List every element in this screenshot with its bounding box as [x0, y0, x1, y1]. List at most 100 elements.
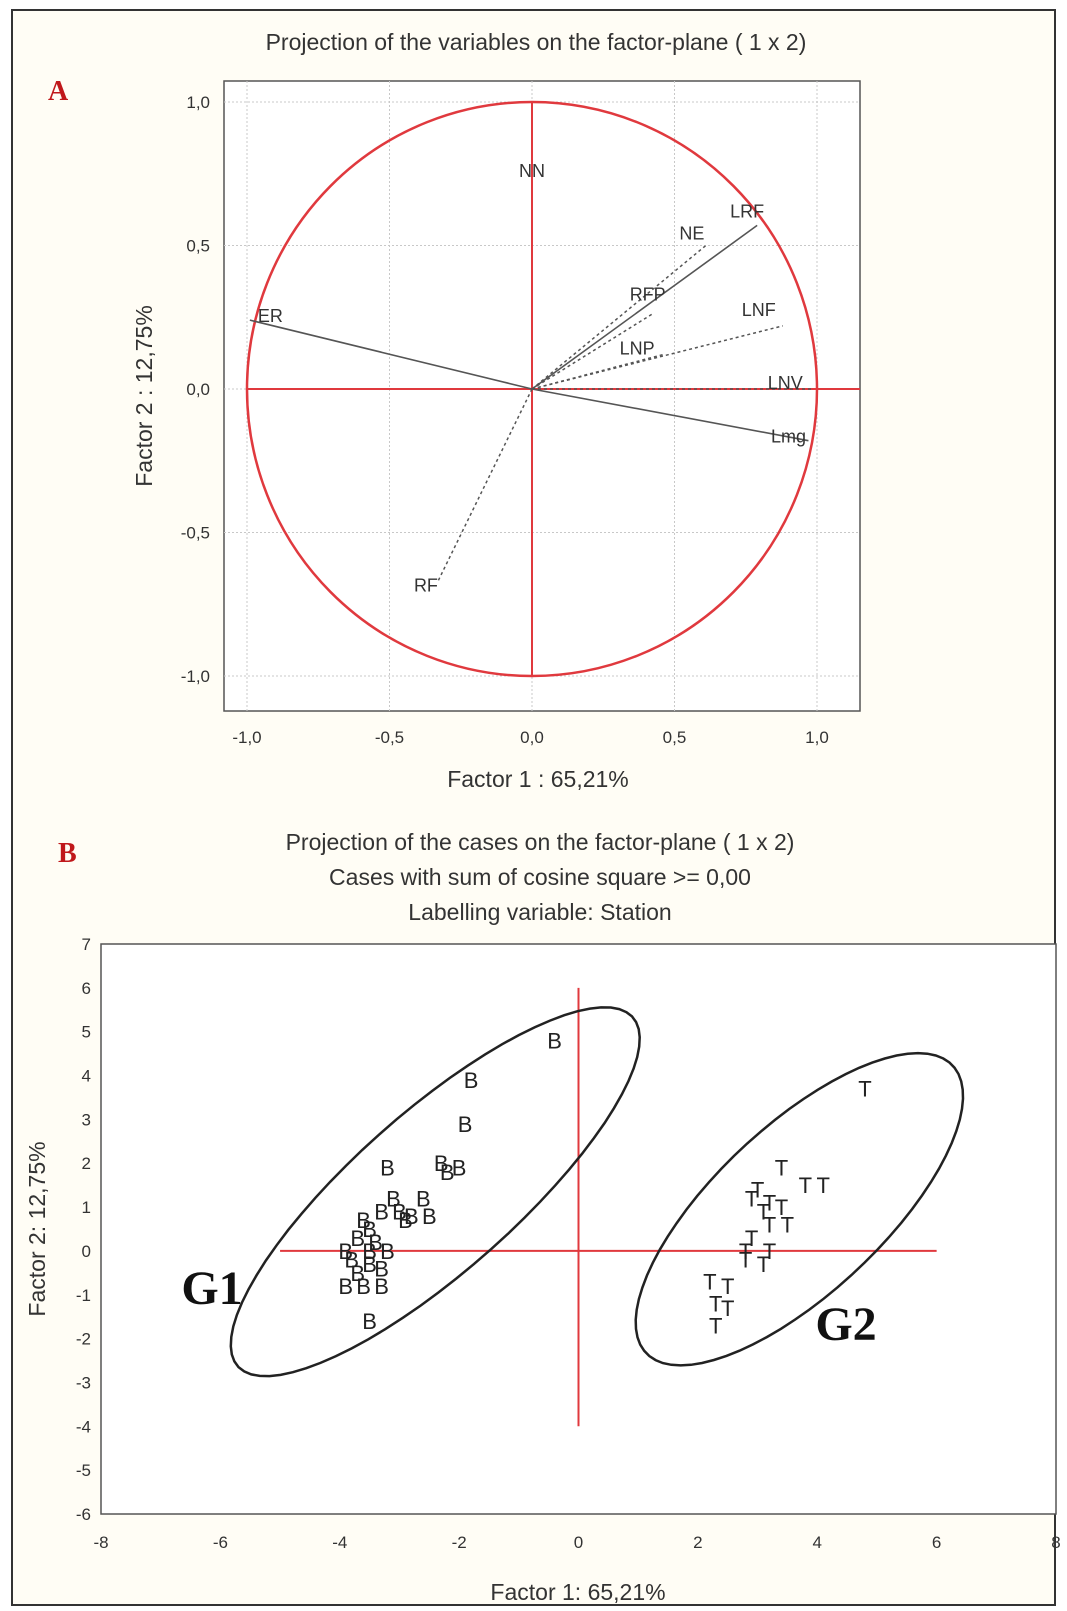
- panel-b-point-b-10: B: [392, 1199, 407, 1224]
- panel-b-point-b-3: B: [380, 1156, 395, 1181]
- panel-b-xtick-7: 6: [932, 1533, 941, 1552]
- panel-b-point-b-5: B: [452, 1156, 467, 1181]
- panel-b-x-ticks: -8 -6 -4 -2 0 2 4 6 8: [93, 1533, 1060, 1552]
- panel-a-xtick-2: 0,0: [520, 728, 544, 747]
- panel-b-point-b-1: B: [464, 1068, 479, 1093]
- panel-a-vector-lrf: [531, 224, 758, 390]
- panel-a-ytick-2: 0,0: [186, 380, 210, 399]
- panel-b-point-t-3: T: [799, 1173, 812, 1198]
- panel-b-group-label-g1: G1: [181, 1262, 242, 1315]
- panel-b-point-t-8: T: [757, 1199, 770, 1224]
- panel-b-xtick-4: 0: [574, 1533, 583, 1552]
- panel-a-ytick-4: -1,0: [181, 667, 210, 686]
- panel-b-xtick-5: 2: [693, 1533, 702, 1552]
- panel-b-subtitle-labelling: Labelling variable: Station: [408, 899, 671, 925]
- panel-b-y-axis-label: Factor 2: 12,75%: [24, 1141, 50, 1316]
- panel-b-point-t-19: T: [721, 1296, 734, 1321]
- panel-a-ytick-0: 1,0: [186, 93, 210, 112]
- panel-b-point-b-26: B: [356, 1274, 371, 1299]
- panel-a-xtick-4: 1,0: [805, 728, 829, 747]
- panel-b-title: Projection of the cases on the factor-pl…: [286, 829, 795, 855]
- panel-b-point-t-20: T: [709, 1313, 722, 1338]
- panel-b-point-b-20: B: [380, 1239, 395, 1264]
- panel-b-point-b-12: B: [422, 1204, 437, 1229]
- panel-b-ytick-9: -2: [76, 1330, 91, 1349]
- panel-b-point-b-13: B: [398, 1208, 413, 1233]
- panel-a-label-rf: RF: [414, 575, 438, 595]
- panel-a-label-ne: NE: [679, 224, 704, 244]
- panel-b-point-b-28: B: [362, 1309, 377, 1334]
- panel-b-point-t-15: T: [757, 1252, 770, 1277]
- panel-b-point-b-16: B: [350, 1226, 365, 1251]
- panel-b-point-b-11: B: [404, 1204, 419, 1229]
- panel-a-vector-ne: [531, 244, 707, 390]
- panel-b-point-t-1: T: [775, 1156, 788, 1181]
- panel-b-point-b-24: B: [350, 1261, 365, 1286]
- panel-b: B Projection of the cases on the factor-…: [24, 829, 1061, 1605]
- panel-a-letter: A: [48, 76, 69, 107]
- panel-b-xtick-6: 4: [813, 1533, 822, 1552]
- panel-b-ytick-6: 1: [82, 1198, 91, 1217]
- panel-b-ellipse-g1: [229, 1006, 641, 1378]
- panel-a-variable-vectors: [249, 224, 812, 582]
- panel-b-y-ticks: 7 6 5 4 3 2 1 0 -1 -2 -3 -4 -5 -6: [76, 935, 91, 1524]
- panel-b-ytick-13: -6: [76, 1505, 91, 1524]
- panel-a-ytick-1: 0,5: [186, 237, 210, 256]
- panel-b-group-label-g2: G2: [815, 1298, 876, 1351]
- panel-a-label-lrf: LRF: [730, 201, 764, 221]
- panel-b-ytick-4: 3: [82, 1110, 91, 1129]
- panel-a-title: Projection of the variables on the facto…: [266, 29, 807, 55]
- panel-b-xtick-8: 8: [1051, 1533, 1060, 1552]
- panel-b-point-t-17: T: [721, 1274, 734, 1299]
- panel-a-label-lmg: Lmg: [771, 427, 806, 447]
- panel-b-xtick-3: -2: [452, 1533, 467, 1552]
- panel-b-point-t-14: T: [739, 1248, 752, 1273]
- panel-b-point-t-12: T: [739, 1239, 752, 1264]
- panel-b-point-b-4: B: [434, 1151, 449, 1176]
- panel-b-point-t-16: T: [703, 1270, 716, 1295]
- panel-b-subtitle-cosine: Cases with sum of cosine square >= 0,00: [329, 864, 751, 890]
- panel-b-point-b-21: B: [344, 1248, 359, 1273]
- panel-b-point-b-19: B: [362, 1239, 377, 1264]
- panel-b-ytick-10: -3: [76, 1373, 91, 1392]
- panel-b-point-t-4: T: [751, 1178, 764, 1203]
- panel-a-vector-er: [249, 319, 533, 390]
- panel-b-point-b-23: B: [374, 1256, 389, 1281]
- panel-b-letter: B: [58, 838, 77, 869]
- panel-a-xtick-1: -0,5: [375, 728, 404, 747]
- panel-b-point-t-18: T: [709, 1292, 722, 1317]
- panel-b-ellipse-g2: [634, 1051, 965, 1367]
- panel-b-ytick-1: 6: [82, 979, 91, 998]
- panel-b-ytick-3: 4: [82, 1067, 91, 1086]
- panel-a-label-nn: NN: [519, 161, 545, 181]
- panel-a-correlation-circle: [245, 100, 819, 678]
- panel-b-point-b-22: B: [362, 1252, 377, 1277]
- panel-a-label-rfp: RFP: [630, 284, 666, 304]
- panel-a-x-ticks: -1,0 -0,5 0,0 0,5 1,0: [232, 728, 828, 747]
- panel-b-group-labels: G1 G2: [181, 1262, 876, 1351]
- panel-a-label-lnv: LNV: [768, 373, 803, 393]
- panel-b-ytick-2: 5: [82, 1023, 91, 1042]
- panel-b-point-t-2: T: [816, 1173, 829, 1198]
- panel-b-x-axis-label: Factor 1: 65,21%: [490, 1579, 665, 1605]
- panel-b-point-t-11: T: [745, 1226, 758, 1251]
- panel-b-point-t-9: T: [781, 1213, 794, 1238]
- panel-b-xtick-0: -8: [93, 1533, 108, 1552]
- panel-b-point-t-10: T: [763, 1213, 776, 1238]
- panel-a-xtick-3: 0,5: [663, 728, 687, 747]
- panel-a-label-lnf: LNF: [742, 300, 776, 320]
- panel-a-x-axis-label: Factor 1 : 65,21%: [447, 766, 629, 792]
- panel-b-point-b-15: B: [362, 1217, 377, 1242]
- panel-a-ytick-3: -0,5: [181, 524, 210, 543]
- panel-b-point-b-25: B: [338, 1274, 353, 1299]
- panel-b-xtick-1: -6: [213, 1533, 228, 1552]
- panel-b-point-b-18: B: [338, 1239, 353, 1264]
- panel-a-y-ticks: 1,0 0,5 0,0 -0,5 -1,0: [181, 93, 210, 686]
- panel-b-ytick-8: -1: [76, 1286, 91, 1305]
- panel-a-unit-circle: [245, 100, 819, 678]
- panel-b-point-b-0: B: [547, 1028, 562, 1053]
- panel-b-group-ellipses: [229, 1006, 965, 1378]
